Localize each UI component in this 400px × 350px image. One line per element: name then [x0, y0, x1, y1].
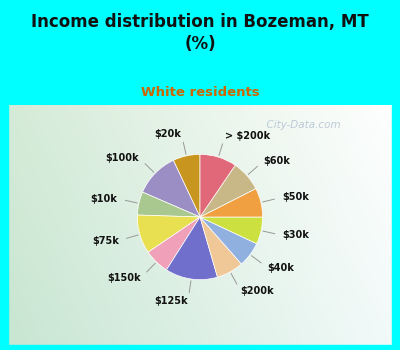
Bar	[392, 105, 400, 350]
Text: $75k: $75k	[92, 236, 119, 246]
Text: $100k: $100k	[106, 153, 139, 163]
Wedge shape	[137, 215, 200, 252]
Wedge shape	[166, 217, 218, 280]
Text: $125k: $125k	[154, 296, 188, 306]
Wedge shape	[137, 192, 200, 217]
Text: City-Data.com: City-Data.com	[260, 120, 340, 130]
Bar	[0, 345, 400, 350]
Text: $10k: $10k	[91, 194, 118, 204]
Wedge shape	[142, 160, 200, 217]
Wedge shape	[200, 217, 242, 277]
Text: $30k: $30k	[282, 230, 309, 240]
Bar	[0, 105, 8, 350]
Text: $150k: $150k	[108, 273, 141, 283]
Wedge shape	[200, 165, 256, 217]
Wedge shape	[200, 154, 235, 217]
Wedge shape	[148, 217, 200, 270]
Text: Income distribution in Bozeman, MT
(%): Income distribution in Bozeman, MT (%)	[31, 13, 369, 54]
Wedge shape	[200, 217, 257, 264]
Text: $20k: $20k	[155, 130, 182, 140]
Text: $40k: $40k	[268, 263, 294, 273]
Wedge shape	[200, 189, 263, 217]
Text: > $200k: > $200k	[225, 131, 270, 141]
Text: $200k: $200k	[241, 286, 274, 296]
Text: $60k: $60k	[264, 156, 290, 166]
Wedge shape	[200, 217, 263, 244]
Wedge shape	[173, 154, 200, 217]
Text: White residents: White residents	[141, 86, 259, 99]
Text: $50k: $50k	[282, 192, 309, 202]
